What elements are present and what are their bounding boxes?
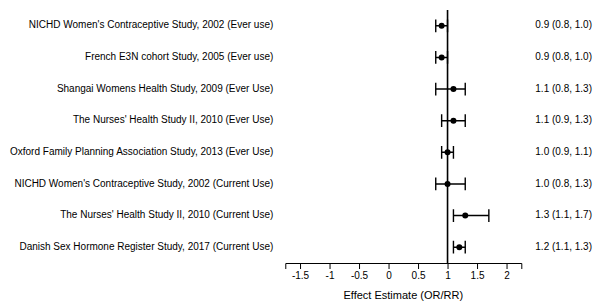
study-label: The Nurses' Health Study II, 2010 (Curre… xyxy=(60,209,273,220)
study-label: NICHD Women's Contraceptive Study, 2002 … xyxy=(29,19,273,30)
ci-cap-low xyxy=(435,178,436,191)
point-estimate xyxy=(445,181,451,187)
ci-cap-high xyxy=(447,19,448,32)
point-estimate xyxy=(445,149,451,155)
value-label: 1.2 (1.1, 1.3) xyxy=(535,241,592,252)
tick-label: -1.5 xyxy=(292,270,310,281)
tick: -0.5 xyxy=(351,263,369,281)
study-row xyxy=(453,241,465,254)
tick: 0.5 xyxy=(412,263,426,281)
tick-label: 2 xyxy=(504,270,510,281)
axis-domain xyxy=(286,264,522,270)
tick-mark xyxy=(418,263,419,269)
tick-mark xyxy=(389,263,390,269)
tick: 0 xyxy=(386,263,392,281)
ci-cap-high xyxy=(465,83,466,96)
tick: 1 xyxy=(445,263,451,281)
ci-line xyxy=(453,215,488,216)
ci-cap-low xyxy=(453,209,454,222)
value-label: 1.0 (0.8, 1.3) xyxy=(535,178,592,189)
value-label: 0.9 (0.8, 1.0) xyxy=(535,19,592,30)
ci-cap-high xyxy=(488,209,489,222)
tick-mark xyxy=(300,263,301,269)
chart-container: NICHD Women's Contraceptive Study, 2002 … xyxy=(0,0,604,307)
value-label: 1.0 (0.9, 1.1) xyxy=(535,146,592,157)
tick: 1.5 xyxy=(471,263,485,281)
tick-mark xyxy=(448,263,449,269)
tick-label: -0.5 xyxy=(351,270,369,281)
tick-label: 1 xyxy=(445,270,451,281)
tick-mark xyxy=(330,263,331,269)
tick-mark xyxy=(477,263,478,269)
tick-label: 0 xyxy=(386,270,392,281)
ci-cap-high xyxy=(453,146,454,159)
study-label: French E3N cohort Study, 2005 (Ever use) xyxy=(85,51,273,62)
value-labels: 0.9 (0.8, 1.0) 0.9 (0.8, 1.0) 1.1 (0.8, 1.… xyxy=(535,19,592,251)
tick-mark xyxy=(359,263,360,269)
ci-cap-low xyxy=(441,146,442,159)
point-estimate xyxy=(456,244,462,250)
tick: -1 xyxy=(326,263,335,281)
study-label: Oxford Family Planning Association Study… xyxy=(10,146,273,157)
study-row xyxy=(453,209,488,222)
study-row xyxy=(436,178,466,191)
ci-cap-high xyxy=(465,114,466,127)
ci-cap-high xyxy=(465,178,466,191)
x-axis: -1.5 -1 -0.5 0 0.5 1 1.5 2 xyxy=(286,263,522,281)
chart: NICHD Women's Contraceptive Study, 2002 … xyxy=(0,0,604,307)
study-row xyxy=(436,83,466,96)
marks xyxy=(436,10,489,263)
value-label: 1.1 (0.8, 1.3) xyxy=(535,83,592,94)
point-estimate xyxy=(439,23,445,29)
ci-cap-low xyxy=(435,83,436,96)
ci-cap-low xyxy=(435,19,436,32)
reference-line xyxy=(447,10,449,263)
point-estimate xyxy=(439,54,445,60)
tick-label: 1.5 xyxy=(471,270,485,281)
study-label: The Nurses' Health Study II, 2010 (Ever … xyxy=(73,114,273,125)
value-label: 1.3 (1.1, 1.7) xyxy=(535,209,592,220)
tick-label: -1 xyxy=(326,270,335,281)
value-label: 0.9 (0.8, 1.0) xyxy=(535,51,592,62)
x-axis-title: Effect Estimate (OR/RR) xyxy=(343,289,463,301)
point-estimate xyxy=(450,86,456,92)
ci-cap-high xyxy=(447,51,448,64)
tick-label: 0.5 xyxy=(412,270,426,281)
point-estimate xyxy=(462,213,468,219)
study-label: Shangai Womens Health Study, 2009 (Ever … xyxy=(57,83,273,94)
ci-cap-low xyxy=(441,114,442,127)
tick-mark xyxy=(507,263,508,269)
study-label: Danish Sex Hormone Register Study, 2017 … xyxy=(19,241,273,252)
value-label: 1.1 (0.9, 1.3) xyxy=(535,114,592,125)
ci-cap-low xyxy=(435,51,436,64)
study-row xyxy=(436,19,448,32)
study-row xyxy=(442,114,466,127)
tick: -1.5 xyxy=(292,263,310,281)
point-estimate xyxy=(450,118,456,124)
ci-cap-low xyxy=(453,241,454,254)
study-row xyxy=(442,146,454,159)
ci-cap-high xyxy=(465,241,466,254)
study-labels: NICHD Women's Contraceptive Study, 2002 … xyxy=(10,19,273,251)
study-label: NICHD Women's Contraceptive Study, 2002 … xyxy=(14,178,273,189)
tick: 2 xyxy=(504,263,510,281)
study-row xyxy=(436,51,448,64)
